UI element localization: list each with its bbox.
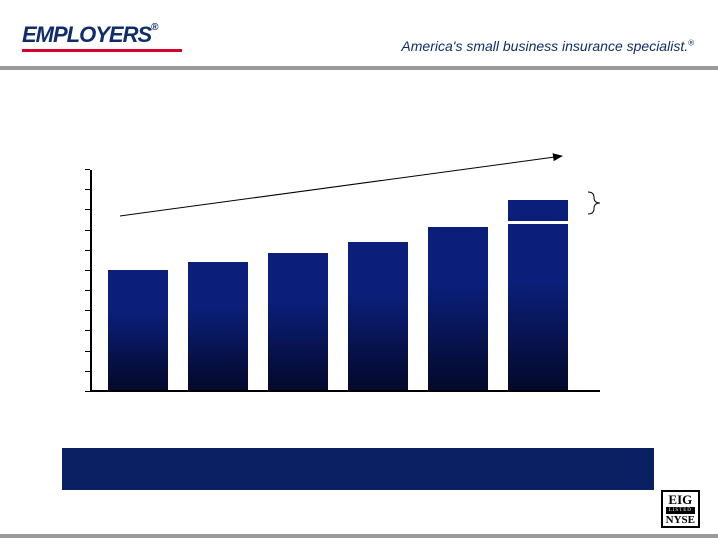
y-tick [85,290,90,291]
registered-icon: ® [688,38,694,47]
y-tick [85,371,90,372]
bar [108,270,168,390]
logo-underline [22,49,182,52]
y-tick [85,391,90,392]
bar [508,224,568,391]
brace-icon [588,192,600,214]
logo: EMPLOYERS® [22,22,182,52]
y-tick [85,189,90,190]
bar [428,227,488,390]
top-rule [0,66,718,70]
header: EMPLOYERS® America's small business insu… [0,0,718,70]
trend-arrow [120,156,562,216]
badge-eig: EIG [666,493,695,506]
tagline-text: America's small business insurance speci… [401,38,688,54]
y-tick [85,230,90,231]
bar-stacked-segment [508,200,568,220]
registered-icon: ® [151,22,158,33]
badge-nyse: NYSE [666,515,695,526]
y-tick [85,270,90,271]
logo-text: EMPLOYERS [22,22,151,47]
nyse-badge: EIG LISTED NYSE [661,490,700,528]
bottom-rule [0,534,718,538]
bottom-band [62,448,654,490]
y-tick [85,169,90,170]
badge-listed: LISTED [666,507,695,514]
y-tick [85,250,90,251]
y-tick [85,209,90,210]
tagline: America's small business insurance speci… [401,38,694,54]
slide: EMPLOYERS® America's small business insu… [0,0,718,538]
bar [268,253,328,390]
y-tick [85,330,90,331]
bar [188,262,248,390]
y-tick [85,351,90,352]
y-tick [85,310,90,311]
bar-chart [90,170,590,392]
bar [348,242,408,390]
